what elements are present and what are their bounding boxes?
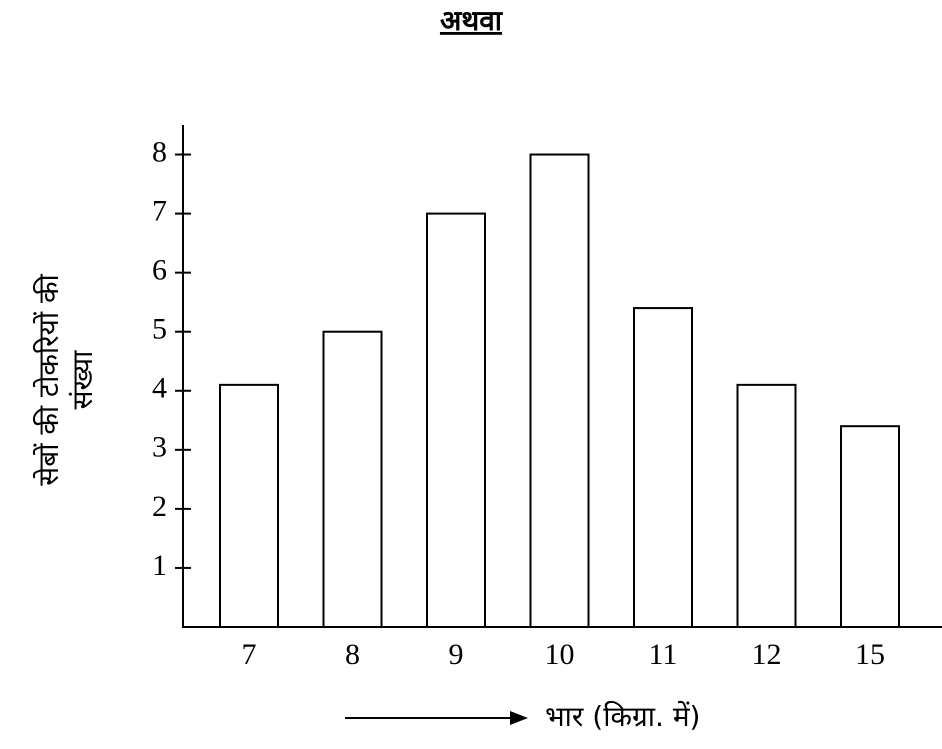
x-tick-label: 7 [242, 638, 257, 671]
y-tick-label: 7 [152, 194, 167, 227]
y-axis-label-line: सेबों की टोकरियों की [32, 274, 65, 486]
x-tick-label: 15 [855, 638, 885, 671]
bar [219, 383, 279, 628]
bar [529, 153, 590, 628]
y-axis-label: सेबों की टोकरियों की संख्या [32, 274, 99, 486]
x-arrow-head [510, 711, 528, 725]
x-tick-label: 11 [649, 638, 678, 671]
y-axis-label-line: संख्या [66, 350, 99, 410]
bar [840, 425, 900, 629]
y-tick-label: 4 [152, 372, 167, 405]
y-tick-label: 6 [152, 254, 167, 287]
x-tick-label: 12 [752, 638, 782, 671]
bar [322, 330, 383, 628]
bar [426, 212, 486, 629]
bar [633, 307, 693, 628]
y-tick-label: 2 [152, 490, 167, 523]
x-tick-label: 8 [345, 638, 360, 671]
y-tick-label: 1 [152, 549, 167, 582]
x-tick-label: 10 [545, 638, 575, 671]
x-tick-label: 9 [449, 638, 464, 671]
y-tick-label: 3 [152, 431, 167, 464]
chart-title: अथवा [440, 4, 504, 37]
y-tick-label: 8 [152, 135, 167, 168]
bar [736, 383, 797, 628]
y-tick-label: 5 [152, 313, 167, 346]
x-axis-label: भार (किग्रा. में) [545, 700, 700, 733]
